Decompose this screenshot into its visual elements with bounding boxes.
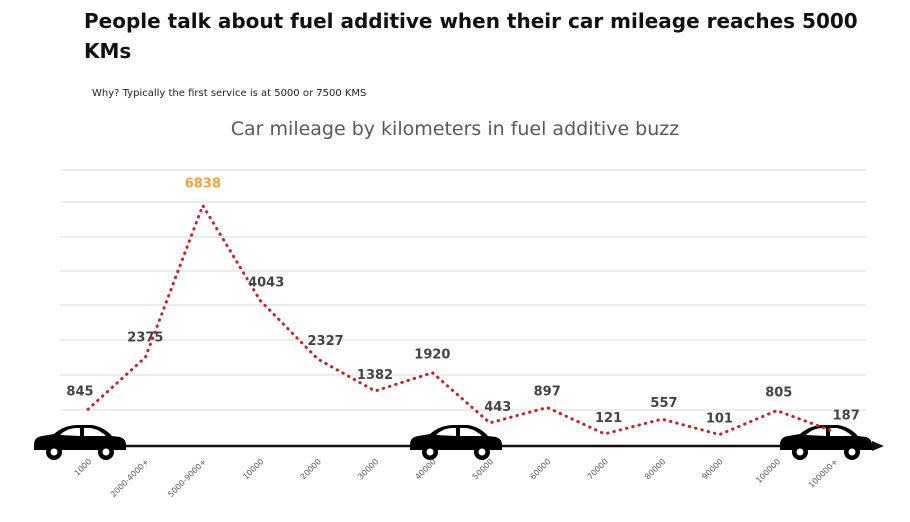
data-label: 2327 [308, 334, 344, 349]
car-icon [780, 425, 872, 460]
gridlines [60, 169, 866, 411]
x-tick-label: 80000 [643, 457, 667, 481]
car-icon [34, 425, 126, 460]
data-label: 557 [650, 396, 677, 411]
slide-subheadline: Why? Typically the first service is at 5… [92, 88, 367, 99]
chart-title: Car mileage by kilometers in fuel additi… [230, 118, 680, 140]
x-tick-label: 60000 [528, 457, 552, 481]
data-label: 187 [833, 409, 860, 424]
x-tick-label: 70000 [586, 457, 610, 481]
car-icon [410, 425, 502, 460]
x-tick-label: 40000 [413, 457, 437, 481]
x-tick-label: 30000 [356, 457, 380, 481]
x-tick-label: 2000-4000+ [109, 457, 151, 499]
series-line [86, 202, 836, 437]
data-label: 1382 [357, 368, 393, 383]
data-label: 897 [534, 385, 561, 400]
x-tick-label: 5000-9000+ [166, 457, 208, 499]
x-tick-label: 90000 [700, 457, 724, 481]
x-tick-label: 50000 [471, 457, 495, 481]
data-label: 845 [66, 384, 93, 399]
data-label: 6838 [185, 177, 221, 192]
x-tick-label: 20000 [299, 457, 323, 481]
data-label: 4043 [248, 276, 284, 291]
x-tick-label: 100000 [754, 457, 782, 485]
data-label: 1920 [414, 348, 450, 363]
data-label: 443 [484, 400, 511, 415]
x-tick-label: 100000+ [807, 457, 840, 490]
x-axis-arrow [872, 441, 884, 451]
x-tick-label: 10000 [241, 457, 265, 481]
data-label: 805 [765, 386, 792, 401]
slide-headline: People talk about fuel additive when the… [84, 9, 858, 63]
data-label: 2375 [127, 330, 163, 345]
x-tick-label: 1000 [73, 457, 94, 478]
data-label: 101 [706, 412, 733, 427]
data-label: 121 [595, 411, 622, 426]
